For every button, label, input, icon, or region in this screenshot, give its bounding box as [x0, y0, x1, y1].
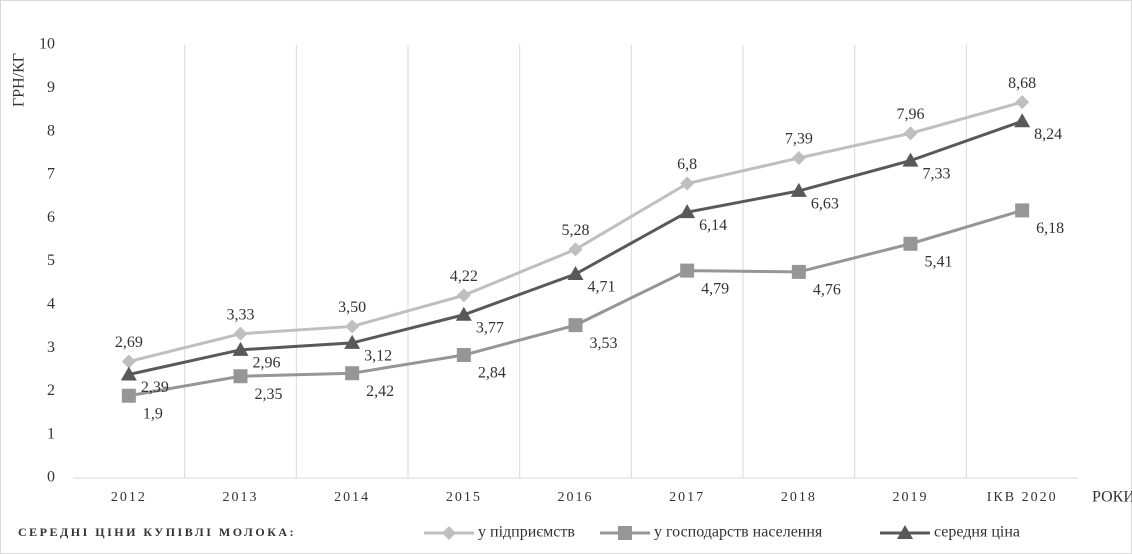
y-tick-label: 9 [47, 79, 55, 96]
x-tick-label: 2016 [558, 490, 594, 505]
data-label: 6,14 [699, 217, 727, 234]
point [680, 176, 695, 191]
data-label: 2,84 [478, 365, 506, 382]
data-label: 5,41 [925, 253, 953, 270]
point [568, 242, 583, 257]
y-tick-label: 1 [47, 425, 55, 442]
point [790, 182, 807, 197]
data-label: 2,69 [115, 334, 143, 351]
data-label: 2,42 [366, 383, 394, 400]
data-label: 7,33 [923, 165, 951, 182]
y-tick-label: 6 [47, 209, 55, 226]
point [679, 204, 696, 219]
data-label: 6,8 [677, 156, 697, 173]
data-label: 8,24 [1034, 126, 1062, 143]
legend-label: у підприємств [478, 524, 575, 541]
legend-label: середня ціна [934, 524, 1020, 541]
data-label: 3,53 [590, 335, 618, 352]
point [1015, 203, 1030, 218]
y-tick-label: 3 [47, 339, 55, 356]
point [902, 152, 919, 167]
x-tick-label: 2019 [893, 490, 929, 505]
point [791, 264, 806, 279]
x-tick-label: 2015 [446, 490, 482, 505]
point [455, 306, 472, 321]
x-tick-label: 2018 [781, 490, 817, 505]
point [345, 366, 360, 381]
data-label: 6,18 [1036, 220, 1064, 237]
y-tick-label: 4 [47, 295, 55, 312]
point [456, 348, 471, 363]
point [568, 318, 583, 333]
data-label: 3,33 [227, 306, 255, 323]
point [456, 288, 471, 303]
point [344, 334, 361, 349]
point [120, 366, 137, 381]
point [903, 126, 918, 141]
point [903, 236, 918, 251]
data-label: 1,9 [143, 405, 163, 422]
x-tick-label: 2017 [669, 490, 705, 505]
x-axis-label: РОКИ [1092, 489, 1132, 506]
data-label: 5,28 [562, 222, 590, 239]
data-label: 4,71 [588, 279, 616, 296]
point [1015, 95, 1030, 110]
data-label: 3,12 [364, 348, 392, 365]
data-label: 4,76 [813, 282, 841, 299]
y-tick-label: 8 [47, 122, 55, 139]
x-tick-label: 2012 [111, 490, 147, 505]
point [680, 263, 695, 278]
data-label: 2,96 [253, 355, 281, 372]
point [232, 341, 249, 356]
data-label: 7,39 [785, 131, 813, 148]
data-label: 6,63 [811, 196, 839, 213]
legend-label: у господарств населення [654, 524, 823, 541]
x-tick-label: 2014 [334, 490, 370, 505]
data-label: 4,79 [701, 280, 729, 297]
y-tick-label: 7 [47, 166, 55, 183]
point [791, 151, 806, 166]
data-label: 3,50 [338, 299, 366, 316]
point [1014, 113, 1031, 128]
data-label: 2,35 [255, 386, 283, 403]
point [233, 326, 248, 341]
point [121, 354, 136, 369]
point [345, 319, 360, 334]
x-tick-label: ІКВ 2020 [987, 490, 1058, 505]
legend-marker [897, 525, 913, 539]
y-tick-label: 5 [47, 252, 55, 269]
data-label: 8,68 [1008, 75, 1036, 92]
data-label: 7,96 [897, 106, 925, 123]
point [567, 266, 584, 281]
y-tick-label: 2 [47, 382, 55, 399]
legend-title: СЕРЕДНІ ЦІНИ КУПІВЛІ МОЛОКА: [18, 525, 296, 539]
point [233, 369, 248, 384]
data-label: 2,39 [141, 379, 169, 396]
legend-marker [618, 526, 632, 540]
data-label: 3,77 [476, 319, 504, 336]
y-tick-label: 10 [39, 36, 55, 53]
y-tick-label: 0 [47, 469, 55, 486]
x-tick-label: 2013 [223, 490, 259, 505]
point [121, 388, 136, 403]
legend-marker [442, 526, 456, 540]
y-axis-label: ГРН/КГ [11, 53, 28, 107]
data-label: 4,22 [450, 268, 478, 285]
